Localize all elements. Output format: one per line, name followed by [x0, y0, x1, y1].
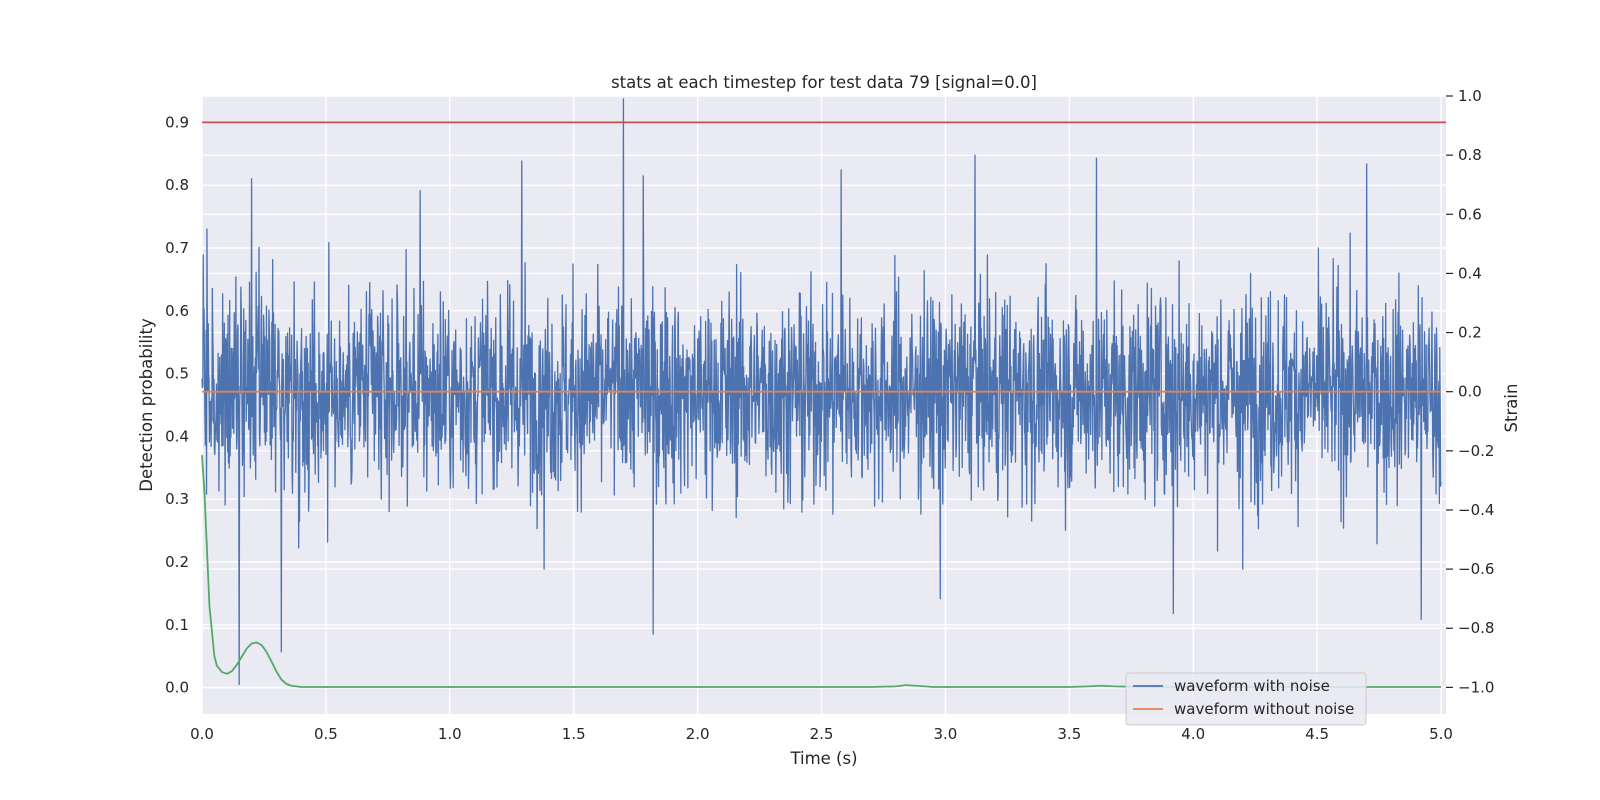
tick-labels: 0.0 0.5 1.0 1.5 2.0 2.5 3.0 3.5 4.0 4.5 5.0 0.0 0.1 0…	[165, 87, 1494, 743]
series-line-waveform-with-noise	[201, 98, 1442, 686]
y-tick-label: 0.6	[165, 302, 189, 320]
x-tick-label: 0.0	[190, 725, 214, 743]
x-tick-label: 2.0	[686, 725, 710, 743]
series-line-detection-probability	[201, 455, 1442, 688]
lines-layer	[201, 121, 1446, 688]
legend-label-noisy: waveform with noise	[1174, 677, 1330, 695]
legend-label-clean: waveform without noise	[1174, 700, 1354, 718]
x-tick-label: 3.0	[933, 725, 957, 743]
y-tick-label: 0.1	[165, 616, 189, 634]
y2-tick-label: −1.0	[1458, 678, 1494, 696]
y-tick-label: 0.8	[165, 176, 189, 194]
legend-box	[1125, 672, 1367, 726]
y2-tick-label: 0.4	[1458, 264, 1482, 282]
x-tick-label: 4.5	[1305, 725, 1329, 743]
y-tick-label: 0.2	[165, 553, 189, 571]
y-tick-label: 0.4	[165, 427, 189, 445]
y2-tick-label: 0.6	[1458, 205, 1482, 223]
x-tick-label: 5.0	[1429, 725, 1453, 743]
x-tick-label: 0.5	[314, 725, 338, 743]
y2-tick-label: 0.2	[1458, 324, 1482, 342]
chart-title: stats at each timestep for test data 79 …	[611, 73, 1037, 92]
legend: waveform with noise waveform without noi…	[1125, 672, 1367, 726]
y-tick-label: 0.0	[165, 679, 189, 697]
noisy-waveform-layer	[201, 98, 1442, 686]
y-tick-label: 0.5	[165, 365, 189, 383]
y-tick-label: 0.9	[165, 113, 189, 131]
x-tick-label: 1.5	[562, 725, 586, 743]
y2-tick-label: −0.2	[1458, 442, 1494, 460]
y2-tick-label: −0.4	[1458, 501, 1494, 519]
x-tick-label: 3.5	[1057, 725, 1081, 743]
x-tick-label: 2.5	[810, 725, 834, 743]
y2-tick-label: −0.8	[1458, 619, 1494, 637]
y2-tick-label: 1.0	[1458, 87, 1482, 105]
y-tick-label: 0.3	[165, 490, 189, 508]
x-tick-label: 1.0	[438, 725, 462, 743]
y2-axis-label: Strain	[1502, 384, 1521, 433]
y2-tick-label: −0.6	[1458, 560, 1494, 578]
x-tick-label: 4.0	[1181, 725, 1205, 743]
y2-tick-label: 0.8	[1458, 146, 1482, 164]
y-tick-label: 0.7	[165, 239, 189, 257]
y2-tick-label: 0.0	[1458, 383, 1482, 401]
x-axis-label: Time (s)	[789, 749, 857, 768]
y-axis-label: Detection probability	[137, 318, 156, 492]
